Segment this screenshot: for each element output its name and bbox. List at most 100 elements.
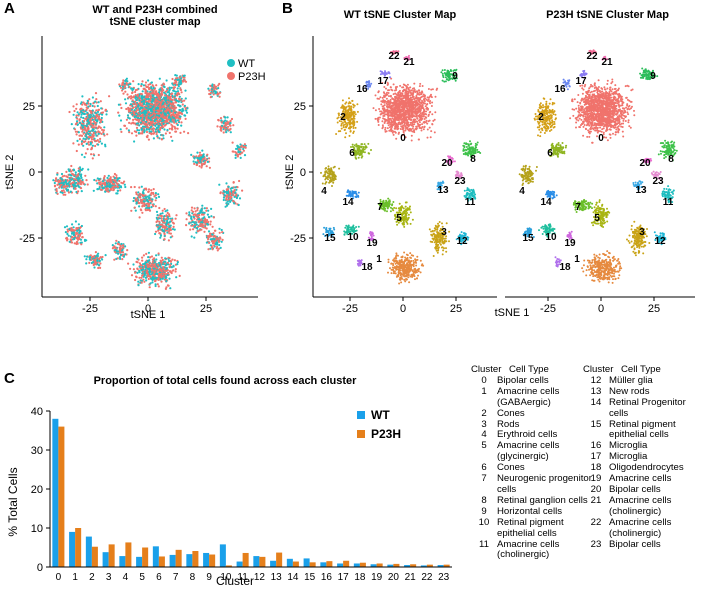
cell-point — [409, 114, 412, 117]
cell-point — [404, 90, 407, 93]
cell-point — [379, 96, 382, 99]
cell-point — [404, 129, 407, 132]
cell-point — [426, 122, 429, 125]
cell-point — [421, 85, 424, 87]
cell-point — [415, 125, 418, 128]
cell-point — [180, 124, 183, 127]
cell-point — [421, 95, 424, 98]
cell-point — [381, 96, 384, 99]
cell-point — [379, 113, 382, 116]
cell-point — [394, 124, 397, 127]
panel-a-points — [52, 74, 247, 290]
cell-point — [415, 114, 418, 117]
cell-point — [413, 82, 416, 85]
cell-point — [128, 131, 131, 134]
cell-point — [393, 99, 396, 102]
cell-point — [387, 111, 390, 114]
cell-point — [416, 107, 419, 110]
cell-point — [124, 102, 128, 105]
cell-point — [390, 119, 393, 122]
cell-point — [410, 139, 413, 142]
cell-point — [411, 122, 414, 124]
cell-point — [382, 117, 385, 120]
cell-point — [430, 88, 433, 91]
cell-point — [409, 121, 412, 124]
cell-point — [431, 88, 434, 91]
cell-point — [425, 103, 428, 106]
cell-point — [421, 104, 424, 106]
cell-point — [391, 97, 394, 100]
cell-point — [427, 99, 429, 102]
cell-point — [185, 109, 188, 112]
cell-point — [397, 127, 400, 130]
cell-point — [132, 80, 135, 83]
cell-point — [392, 102, 395, 105]
cell-point — [416, 104, 419, 107]
cell-point — [395, 113, 398, 116]
cell-point — [420, 119, 423, 121]
cell-point — [372, 107, 375, 110]
cell-point — [120, 106, 123, 110]
cell-point — [421, 101, 424, 104]
cell-point — [426, 108, 429, 111]
cell-point — [422, 128, 425, 131]
cell-point — [390, 88, 393, 91]
cell-point — [423, 99, 426, 102]
panel-a-scatter: -25 0 25 25 0 -25 tSNE 1 tSNE 2 WT P23H — [4, 36, 266, 320]
cell-point — [401, 125, 404, 128]
cell-point — [384, 128, 387, 131]
cell-point — [407, 88, 410, 91]
cell-point — [408, 129, 411, 132]
cell-point — [412, 125, 415, 128]
cell-point — [392, 133, 395, 136]
cell-point — [383, 94, 386, 97]
cell-point — [385, 87, 387, 90]
cell-point — [392, 93, 395, 96]
cell-point — [420, 129, 423, 132]
cell-point — [384, 126, 387, 129]
cell-point — [374, 117, 377, 120]
cell-point — [425, 116, 428, 119]
panel-b-points — [320, 49, 678, 285]
cell-point — [381, 105, 384, 108]
cell-point — [418, 108, 421, 111]
cell-point — [413, 89, 416, 91]
cell-point — [139, 132, 142, 135]
cell-point — [399, 100, 401, 103]
cell-point — [378, 108, 381, 110]
cell-point — [414, 127, 417, 130]
cell-point — [431, 113, 434, 116]
cell-point — [389, 123, 392, 126]
cell-point — [402, 130, 405, 132]
cell-point — [389, 98, 392, 101]
cell-point — [418, 89, 421, 92]
cell-point — [380, 100, 383, 103]
cell-point — [401, 90, 404, 93]
cell-point — [421, 115, 424, 118]
cell-point — [377, 124, 380, 126]
cell-point — [386, 127, 389, 130]
panel-a-title: WT and P23H combined tSNE cluster map — [20, 4, 290, 28]
cell-point — [399, 122, 402, 125]
cell-point — [416, 120, 419, 123]
cell-point — [410, 89, 413, 92]
cell-point — [403, 101, 406, 104]
cell-point — [398, 91, 400, 94]
cell-point — [383, 122, 386, 124]
cell-point — [407, 121, 410, 124]
cell-point — [406, 128, 409, 131]
cell-point — [418, 126, 421, 129]
cell-point — [402, 106, 405, 109]
cell-point — [400, 92, 403, 95]
cell-point — [384, 109, 387, 112]
cell-point — [430, 105, 433, 107]
cell-point — [418, 138, 420, 141]
cell-point — [387, 89, 389, 92]
cell-point — [408, 117, 410, 120]
cell-point — [394, 86, 397, 89]
cell-point — [414, 101, 417, 104]
cell-point — [419, 109, 422, 112]
cell-point — [436, 87, 439, 90]
cell-point — [396, 99, 399, 102]
cell-point — [397, 118, 400, 121]
